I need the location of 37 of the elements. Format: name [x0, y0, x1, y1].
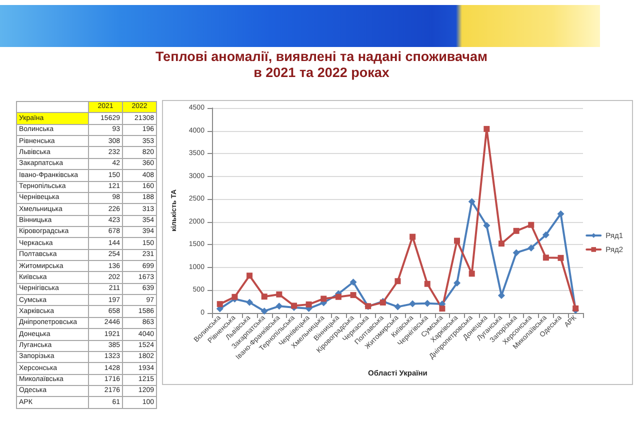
- point: [409, 300, 416, 308]
- point: [498, 240, 504, 247]
- point: [528, 222, 534, 228]
- point: [468, 270, 475, 277]
- point: [542, 254, 549, 261]
- point: [335, 294, 342, 300]
- point: [424, 280, 430, 287]
- point: [246, 298, 254, 306]
- point: [261, 294, 268, 300]
- point: [528, 244, 535, 252]
- point: [484, 126, 490, 132]
- point: [410, 234, 416, 240]
- chart-title: Теплові аномалії, виявлені та надані споживачам в 2021 та 2022 роках: [154, 49, 488, 81]
- point: [513, 228, 520, 234]
- point: [260, 308, 268, 315]
- point: [572, 305, 579, 312]
- point: [232, 294, 238, 300]
- point: [512, 249, 520, 256]
- point: [306, 301, 312, 308]
- point: [454, 280, 461, 287]
- point: [468, 198, 476, 206]
- point: [424, 300, 431, 307]
- point: [558, 254, 564, 261]
- point: [350, 278, 357, 286]
- point: [246, 272, 253, 279]
- point: [557, 210, 564, 218]
- point: [276, 291, 282, 298]
- point: [216, 301, 223, 308]
- point: [394, 278, 401, 284]
- point: [542, 231, 550, 238]
- point: [276, 302, 283, 310]
- point: [394, 303, 402, 310]
- point: [483, 222, 490, 229]
- point: [454, 238, 460, 244]
- point: [320, 296, 327, 302]
- point: [350, 292, 356, 298]
- point: [439, 306, 446, 312]
